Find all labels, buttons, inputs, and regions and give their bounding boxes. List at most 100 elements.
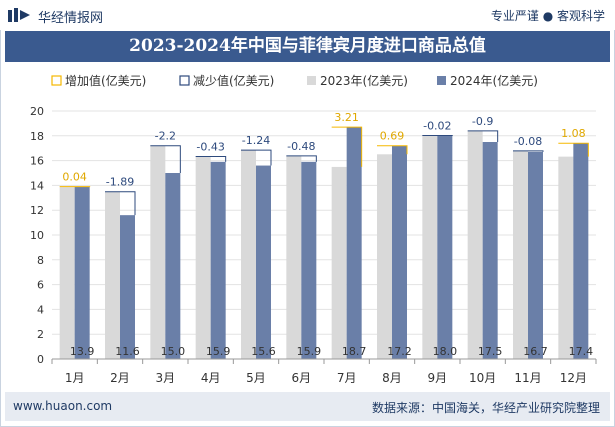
bar-2024 xyxy=(301,161,317,359)
change-label: 3.21 xyxy=(334,111,359,124)
x-tick-label: 5月 xyxy=(246,371,266,385)
data-labels: 0.04 13.9 -1.89 11.6 -2.2 15.0 -0.43 15.9 -1.24 1… xyxy=(62,111,593,358)
increase-bracket xyxy=(377,145,408,155)
bar-2024 xyxy=(120,215,135,359)
y-tick-label: 10 xyxy=(30,229,44,242)
bar-marks xyxy=(59,126,589,360)
bar-2023 xyxy=(422,135,438,359)
bar-2024 xyxy=(256,165,271,359)
change-label: -1.24 xyxy=(242,134,270,147)
decrease-bracket xyxy=(105,191,136,216)
increase-bracket xyxy=(558,142,589,157)
bar-chart: 增加值(亿美元) 减少值(亿美元) 2023年(亿美元) 2024年(亿美元) 0.0… xyxy=(30,73,597,385)
bar-2023 xyxy=(513,150,528,359)
value-label: 13.9 xyxy=(70,345,95,358)
y-tick-label: 8 xyxy=(37,254,44,267)
data-source: 数据来源：中国海关，华经产业研究院整理 xyxy=(371,401,600,415)
y-tick-label: 14 xyxy=(30,179,44,192)
decrease-bracket xyxy=(241,149,272,166)
change-label: -1.89 xyxy=(106,176,134,189)
bar-2024 xyxy=(528,151,543,359)
bar-2023 xyxy=(59,187,75,359)
y-tick-label: 12 xyxy=(30,204,44,217)
x-tick-label: 7月 xyxy=(337,371,357,385)
value-label: 15.0 xyxy=(161,345,186,358)
legend-label: 增加值(亿美元) xyxy=(65,73,146,88)
y-tick-label: 18 xyxy=(30,130,44,143)
decrease-bracket xyxy=(150,145,181,173)
change-label: -0.08 xyxy=(514,135,542,148)
legend: 增加值(亿美元) 减少值(亿美元) 2023年(亿美元) 2024年(亿美元) xyxy=(51,73,538,88)
legend-swatch xyxy=(51,75,62,86)
bar-2023 xyxy=(331,166,347,359)
bar-2023 xyxy=(377,154,392,359)
x-tick-label: 8月 xyxy=(382,371,402,385)
value-label: 15.9 xyxy=(297,345,322,358)
legend-label: 2023年(亿美元) xyxy=(320,73,408,88)
legend-label: 减少值(亿美元) xyxy=(193,73,274,88)
y-tick-label: 20 xyxy=(30,105,44,118)
legend-swatch xyxy=(307,76,316,85)
value-label: 18.7 xyxy=(342,345,367,358)
y-tick-label: 16 xyxy=(30,155,44,168)
decrease-bracket xyxy=(467,130,499,142)
footer-url[interactable]: www.huaon.com xyxy=(13,399,113,413)
bar-2024 xyxy=(346,127,362,360)
value-label: 15.9 xyxy=(206,345,231,358)
decrease-bracket xyxy=(195,156,227,162)
bar-2023 xyxy=(467,130,483,359)
increase-bracket xyxy=(331,126,363,167)
bar-2023 xyxy=(150,145,166,359)
value-label: 15.6 xyxy=(251,345,276,358)
value-label: 18.0 xyxy=(433,345,458,358)
legend-swatch xyxy=(179,75,190,86)
footer: www.huaon.com 数据来源：中国海关，华经产业研究院整理 xyxy=(5,392,610,421)
huajing-logo-icon xyxy=(8,8,30,22)
value-label: 17.4 xyxy=(569,345,594,358)
change-label: 0.69 xyxy=(380,130,405,143)
bar-2024 xyxy=(573,143,589,359)
decrease-bracket xyxy=(513,150,544,152)
bar-2024 xyxy=(437,135,453,359)
bar-2023 xyxy=(105,191,120,359)
brand-bar: 华经情报网 专业严谨 ● 客观科学 xyxy=(0,0,615,30)
bar-2024 xyxy=(210,161,226,359)
y-tick-label: 6 xyxy=(37,279,44,292)
x-tick-label: 1月 xyxy=(65,371,85,385)
change-label: -0.48 xyxy=(287,140,315,153)
legend-swatch xyxy=(437,76,446,85)
change-label: 1.08 xyxy=(561,127,586,140)
chart-axes: 0 2 4 6 8 10 12 14 16 18 20 1月 2月 3月 4月 5月 6月 7月 8月 9月 10月 11… xyxy=(30,105,597,385)
change-label: -2.2 xyxy=(155,130,176,143)
decrease-bracket xyxy=(286,155,317,162)
site-name: 华经情报网 xyxy=(38,11,104,26)
y-tick-label: 0 xyxy=(37,353,44,366)
y-tick-label: 4 xyxy=(37,303,44,316)
x-tick-label: 6月 xyxy=(292,371,312,385)
bar-2023 xyxy=(195,156,211,359)
value-label: 17.2 xyxy=(387,345,412,358)
title-bar: 2023-2024年中国与菲律宾月度进口商品总值 xyxy=(5,31,610,62)
change-label: -0.02 xyxy=(423,120,451,133)
y-tick-label: 2 xyxy=(37,328,44,341)
x-tick-label: 11月 xyxy=(514,371,541,385)
x-tick-label: 4月 xyxy=(201,371,221,385)
bar-2023 xyxy=(286,155,302,359)
bar-2024 xyxy=(74,186,90,359)
bar-2023 xyxy=(558,156,574,359)
change-label: -0.43 xyxy=(196,141,224,154)
change-label: -0.9 xyxy=(472,115,493,128)
value-label: 16.7 xyxy=(523,345,548,358)
tagline: 专业严谨 ● 客观科学 xyxy=(490,9,605,23)
bar-2024 xyxy=(392,145,407,359)
legend-label: 2024年(亿美元) xyxy=(450,73,538,88)
bar-2023 xyxy=(241,150,256,359)
x-tick-label: 2月 xyxy=(110,371,130,385)
chart-title: 2023-2024年中国与菲律宾月度进口商品总值 xyxy=(129,36,486,56)
change-label: 0.04 xyxy=(62,171,87,184)
x-tick-label: 9月 xyxy=(428,371,448,385)
x-tick-label: 12月 xyxy=(560,371,587,385)
value-label: 11.6 xyxy=(115,345,140,358)
x-tick-label: 3月 xyxy=(156,371,176,385)
bar-2024 xyxy=(482,142,498,359)
